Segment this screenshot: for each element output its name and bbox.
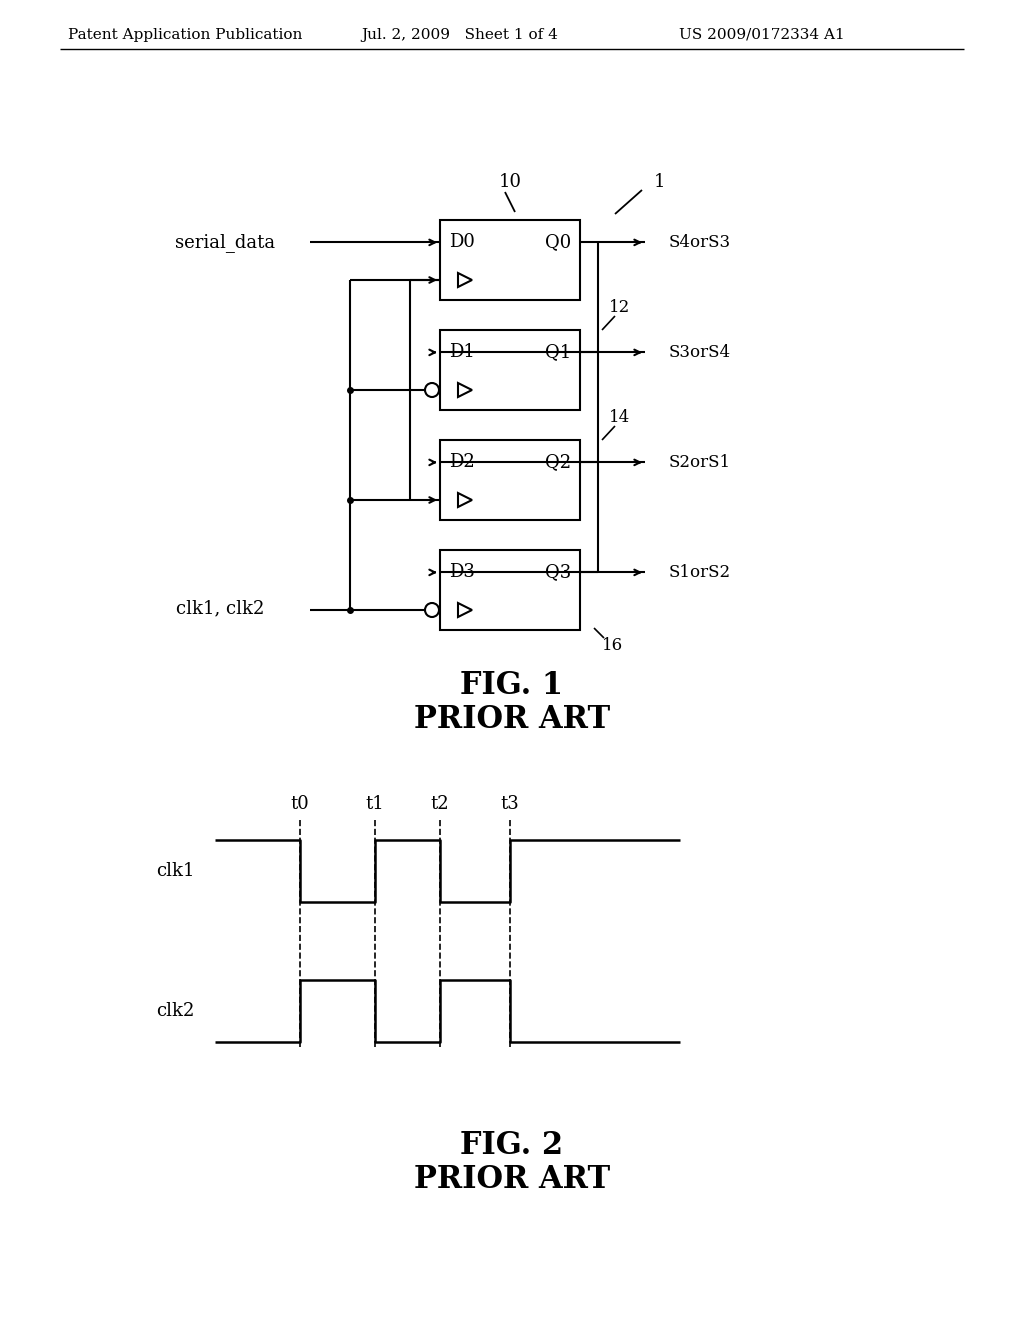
- Text: Q1: Q1: [545, 343, 571, 362]
- Text: t1: t1: [366, 795, 384, 813]
- Bar: [440, 440, 580, 520]
- Text: PRIOR ART: PRIOR ART: [414, 705, 610, 735]
- Text: S4orS3: S4orS3: [669, 234, 731, 251]
- Text: D0: D0: [450, 234, 475, 251]
- Text: t0: t0: [291, 795, 309, 813]
- Text: t2: t2: [431, 795, 450, 813]
- Text: D3: D3: [450, 564, 475, 581]
- Text: 16: 16: [601, 638, 623, 655]
- Text: PRIOR ART: PRIOR ART: [414, 1164, 610, 1196]
- Text: S2orS1: S2orS1: [669, 454, 731, 471]
- Bar: [440, 220, 580, 300]
- Text: clk2: clk2: [156, 1002, 195, 1020]
- Text: clk1: clk1: [156, 862, 195, 880]
- Text: Q3: Q3: [545, 564, 571, 581]
- Text: FIG. 2: FIG. 2: [461, 1130, 563, 1160]
- Text: S3orS4: S3orS4: [669, 345, 731, 360]
- Text: FIG. 1: FIG. 1: [461, 669, 563, 701]
- Text: S1orS2: S1orS2: [669, 564, 731, 581]
- Text: clk1, clk2: clk1, clk2: [176, 599, 264, 616]
- Text: serial_data: serial_data: [175, 232, 275, 252]
- Text: 14: 14: [609, 409, 631, 426]
- Text: US 2009/0172334 A1: US 2009/0172334 A1: [679, 28, 845, 42]
- Text: t3: t3: [501, 795, 519, 813]
- Text: 1: 1: [654, 173, 666, 191]
- Bar: [440, 330, 580, 411]
- Text: 10: 10: [499, 173, 521, 191]
- Text: D2: D2: [450, 453, 475, 471]
- Text: Patent Application Publication: Patent Application Publication: [68, 28, 302, 42]
- Text: D1: D1: [450, 343, 475, 362]
- Bar: [440, 550, 580, 630]
- Text: Q0: Q0: [545, 234, 571, 251]
- Text: Q2: Q2: [545, 453, 571, 471]
- Text: 12: 12: [609, 300, 631, 317]
- Text: Jul. 2, 2009   Sheet 1 of 4: Jul. 2, 2009 Sheet 1 of 4: [361, 28, 558, 42]
